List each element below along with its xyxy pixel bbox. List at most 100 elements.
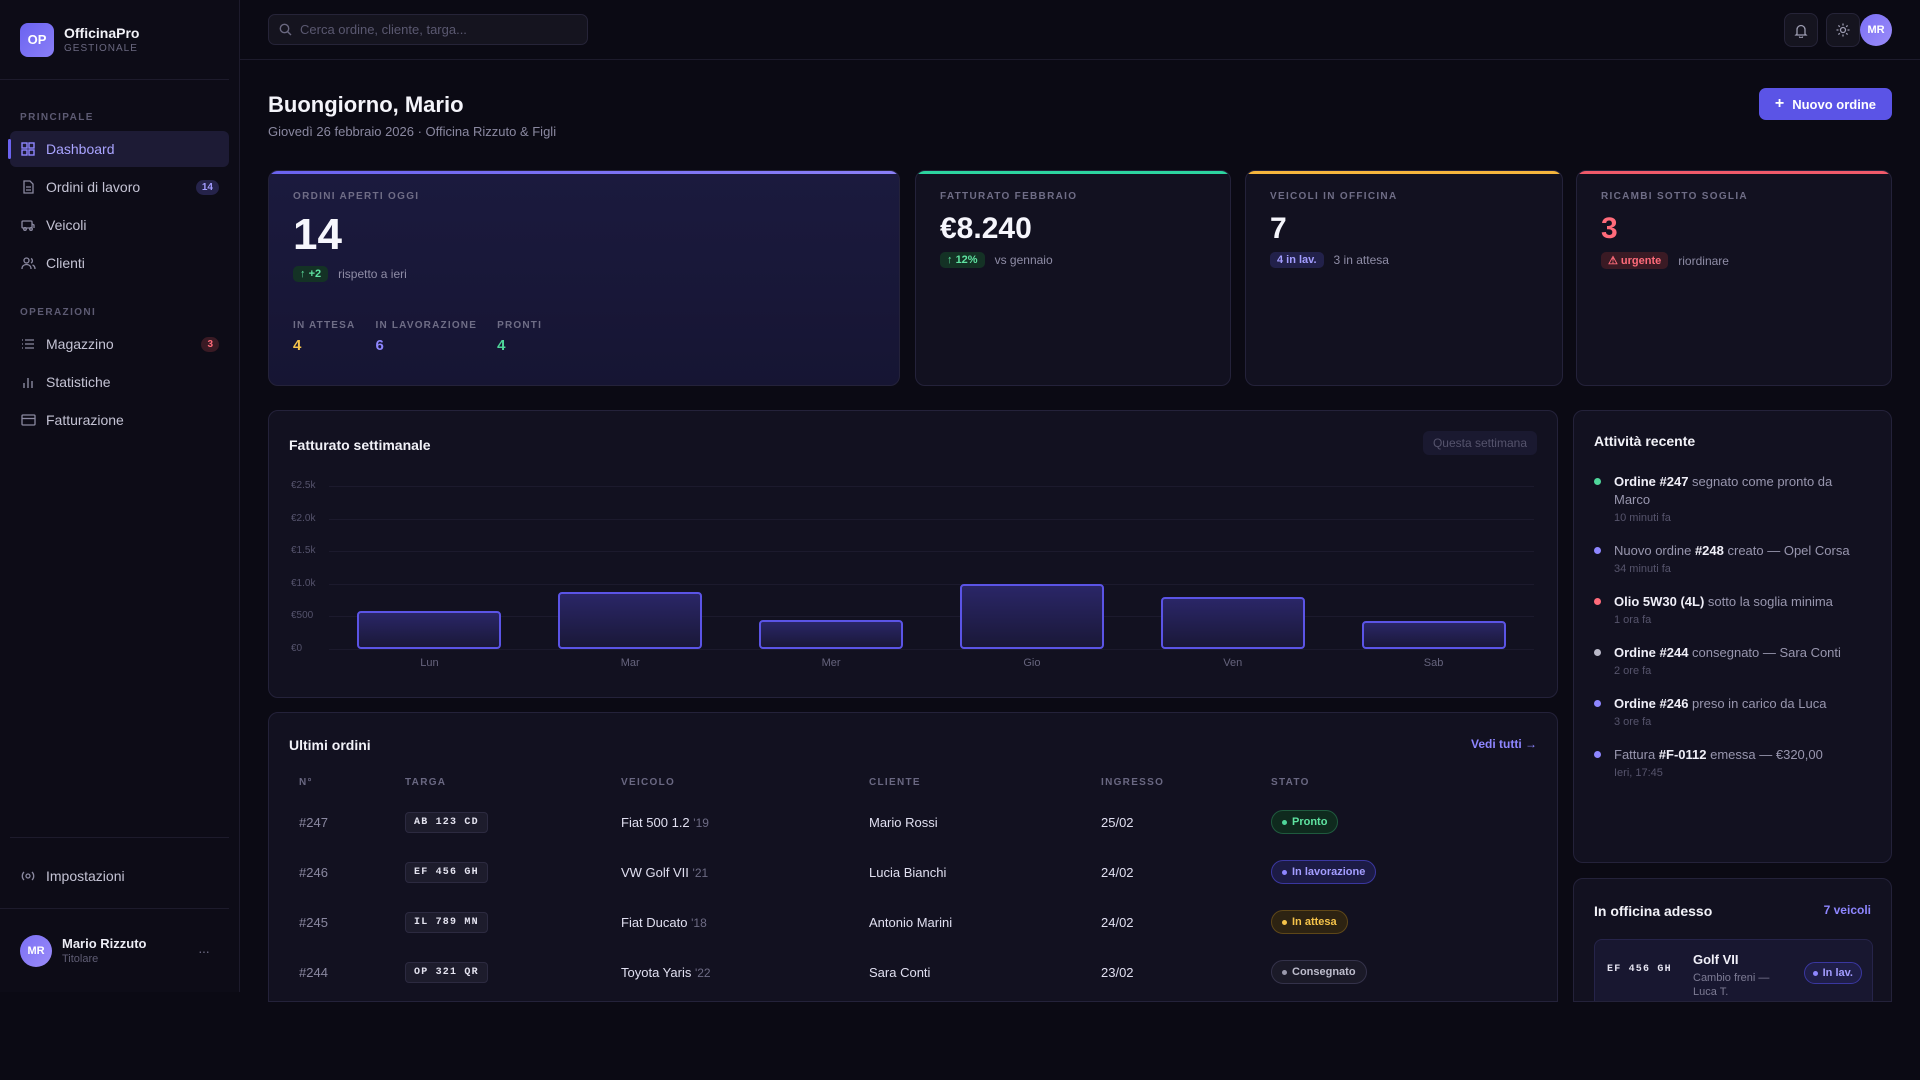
- workshop-title: In officina adesso: [1594, 903, 1713, 919]
- activity-item[interactable]: Nuovo ordine #248 creato — Opel Corsa 34 …: [1594, 542, 1871, 575]
- activity-dot: [1594, 751, 1601, 758]
- table-row[interactable]: #246 EF 456 GH VW Golf VII '21 Lucia Bianch…: [299, 847, 1529, 897]
- status-cell: Pronto: [1271, 797, 1529, 847]
- plus-icon: +: [1774, 95, 1785, 112]
- sidebar-item-fatturazione[interactable]: Fatturazione: [10, 402, 229, 438]
- license-plate: OP 321 QR: [405, 961, 488, 983]
- plate-cell: AB 123 CD: [405, 797, 621, 847]
- chart-bar[interactable]: [1160, 596, 1305, 649]
- activity-item[interactable]: Fattura #F-0112 emessa — €320,00 Ieri, 17…: [1594, 746, 1871, 779]
- activity-dot: [1594, 547, 1601, 554]
- sidebar-item-magazzino[interactable]: Magazzino 3: [10, 326, 229, 362]
- activity-item[interactable]: Ordine #246 preso in carico da Luca 3 ore…: [1594, 695, 1871, 728]
- search-box[interactable]: [268, 14, 588, 45]
- nav-section-operations: OPERAZIONI: [20, 307, 97, 318]
- chart-title: Fatturato settimanale: [289, 437, 431, 453]
- reorder-text: riordinare: [1678, 253, 1729, 268]
- view-all-link[interactable]: Vedi tutti →: [1471, 737, 1537, 751]
- search-input[interactable]: [300, 22, 570, 37]
- chart-bar[interactable]: [357, 611, 502, 649]
- grid-line: [329, 583, 1534, 585]
- table-row[interactable]: #244 OP 321 QR Toyota Yaris '22 Sara Conti 2…: [299, 947, 1529, 997]
- activity-dot: [1594, 700, 1601, 707]
- column-header[interactable]: INGRESSO: [1101, 776, 1165, 788]
- bell-icon: [1794, 23, 1808, 38]
- theme-toggle-button[interactable]: [1826, 13, 1860, 47]
- delta-badge: ↑ +2: [293, 266, 329, 282]
- topbar: MR: [240, 0, 1920, 60]
- page-title: Buongiorno, Mario: [268, 92, 464, 117]
- table-row[interactable]: #247 AB 123 CD Fiat 500 1.2 '19 Mario Rossi…: [299, 797, 1529, 847]
- table-header-row: N° TARGA VEICOLO CLIENTE INGRESSO STATO: [299, 767, 1529, 797]
- column-header[interactable]: CLIENTE: [869, 776, 921, 788]
- workshop-vehicle-item[interactable]: EF 456 GH Golf VII Cambio freni — Luca T…: [1594, 939, 1873, 1001]
- sidebar-item-veicoli[interactable]: Veicoli: [10, 207, 229, 243]
- search-icon: [279, 23, 292, 36]
- sidebar-item-label: Ordini di lavoro: [46, 179, 141, 195]
- waiting-text: 3 in attesa: [1333, 253, 1389, 267]
- status-badge: Consegnato: [1271, 960, 1367, 984]
- substat-waiting: IN ATTESA 4: [293, 320, 356, 354]
- client-cell: Mario Rossi: [869, 814, 938, 830]
- client-cell: Sara Conti: [869, 964, 931, 980]
- orders-title: Ultimi ordini: [289, 737, 371, 753]
- brand-name: OfficinaPro: [64, 25, 140, 41]
- plate-cell: IL 789 MN: [405, 897, 621, 947]
- sidebar-item-clienti[interactable]: Clienti: [10, 245, 229, 281]
- list-icon: [20, 336, 36, 352]
- activity-dot: [1594, 598, 1601, 605]
- bar-chart-icon: [20, 374, 36, 390]
- kpi-parts[interactable]: RICAMBI SOTTO SOGLIA 3 ⚠ urgente riordin…: [1576, 170, 1892, 386]
- activity-text: Ordine #247 segnato come pronto da Marco: [1614, 474, 1833, 507]
- brand[interactable]: OP OfficinaPro GESTIONALE: [0, 0, 229, 80]
- status-badge: In attesa: [1271, 910, 1348, 934]
- range-selector[interactable]: Questa settimana: [1422, 431, 1537, 455]
- user-profile[interactable]: MR Mario Rizzuto Titolare ···: [0, 908, 229, 992]
- recent-activity-card: Attività recente Ordine #247 segnato com…: [1573, 410, 1892, 863]
- activity-item[interactable]: Ordine #244 consegnato — Sara Conti 2 ore…: [1594, 644, 1871, 677]
- column-header[interactable]: STATO: [1271, 776, 1310, 788]
- delta-badge: ↑ 12%: [940, 252, 985, 268]
- activity-time: 34 minuti fa: [1614, 563, 1671, 575]
- kpi-revenue[interactable]: FATTURATO FEBBRAIO €8.240 ↑ 12% vs genna…: [915, 170, 1231, 386]
- kpi-value: 3: [1601, 212, 1618, 245]
- grid-line: [329, 518, 1534, 520]
- column-header[interactable]: N°: [299, 776, 313, 788]
- chart-bar[interactable]: [558, 591, 703, 649]
- grid-line: [329, 551, 1534, 553]
- vehicle-cell: Fiat 500 1.2 '19: [621, 814, 709, 830]
- sidebar-item-statistiche[interactable]: Statistiche: [10, 364, 229, 400]
- more-options-icon[interactable]: ···: [198, 942, 210, 959]
- vehicles-count-link[interactable]: 7 veicoli: [1823, 903, 1871, 917]
- activity-item[interactable]: Ordine #247 segnato come pronto da Marco…: [1594, 473, 1871, 524]
- user-avatar-button[interactable]: MR: [1860, 14, 1892, 46]
- stock-alert-badge: 3: [201, 336, 219, 352]
- table-row[interactable]: #245 IL 789 MN Fiat Ducato '18 Antonio Mari…: [299, 897, 1529, 947]
- chart-bar[interactable]: [959, 583, 1104, 649]
- kpi-accent-bar: [1246, 171, 1562, 174]
- sidebar-item-ordini[interactable]: Ordini di lavoro 14: [10, 169, 229, 205]
- order-number: #244: [299, 964, 328, 980]
- chart-bar[interactable]: [1361, 620, 1506, 649]
- y-tick-label: €2.0k: [291, 512, 316, 524]
- chart-bar[interactable]: [759, 619, 904, 649]
- kpi-open-orders[interactable]: ORDINI APERTI OGGI 14 ↑ +2 rispetto a ie…: [268, 170, 900, 386]
- sidebar-item-impostazioni[interactable]: Impostazioni: [10, 858, 229, 894]
- column-header[interactable]: TARGA: [405, 776, 447, 788]
- new-order-button[interactable]: + Nuovo ordine: [1758, 88, 1892, 120]
- activity-item[interactable]: Olio 5W30 (4L) sotto la soglia minima 1 o…: [1594, 593, 1871, 626]
- new-order-label: Nuovo ordine: [1792, 96, 1876, 112]
- delta-text: rispetto a ieri: [338, 267, 407, 281]
- sidebar-item-dashboard[interactable]: Dashboard: [8, 131, 229, 167]
- order-number: #245: [299, 914, 328, 930]
- kpi-vehicles[interactable]: VEICOLI IN OFFICINA 7 4 in lav. 3 in att…: [1245, 170, 1563, 386]
- card-icon: [20, 412, 36, 428]
- notifications-button[interactable]: [1784, 13, 1818, 47]
- activity-time: Ieri, 17:45: [1614, 767, 1663, 779]
- document-icon: [20, 179, 36, 195]
- grid-line: [329, 616, 1534, 618]
- orders-table: N° TARGA VEICOLO CLIENTE INGRESSO STATO …: [299, 767, 1529, 997]
- y-tick-label: €2.5k: [291, 480, 316, 491]
- activity-text: Nuovo ordine #248 creato — Opel Corsa: [1614, 543, 1850, 558]
- column-header[interactable]: VEICOLO: [621, 776, 676, 788]
